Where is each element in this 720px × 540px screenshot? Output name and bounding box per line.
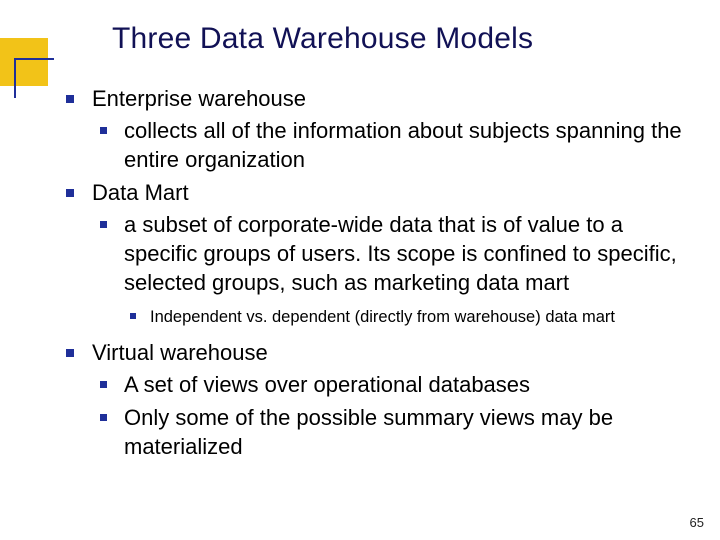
slide: Three Data Warehouse Models Enterprise w… xyxy=(0,0,720,540)
corner-blue-frame xyxy=(14,58,54,98)
bullet-icon xyxy=(100,381,107,388)
list-item: Only some of the possible summary views … xyxy=(92,403,690,462)
list-item: Independent vs. dependent (directly from… xyxy=(124,306,690,328)
bullet-list: Independent vs. dependent (directly from… xyxy=(124,306,690,328)
bullet-list: collects all of the information about su… xyxy=(92,116,690,175)
bullet-icon xyxy=(100,414,107,421)
bullet-icon xyxy=(66,189,74,197)
bullet-icon xyxy=(100,221,107,228)
list-item-text: a subset of corporate-wide data that is … xyxy=(124,212,677,296)
bullet-list: Enterprise warehouse collects all of the… xyxy=(60,84,690,461)
page-number: 65 xyxy=(690,515,704,530)
list-item-text: A set of views over operational database… xyxy=(124,372,530,397)
list-item: Enterprise warehouse collects all of the… xyxy=(60,84,690,174)
bullet-list: a subset of corporate-wide data that is … xyxy=(92,210,690,328)
corner-decoration xyxy=(0,38,52,90)
list-item-label: Enterprise warehouse xyxy=(92,86,306,111)
list-item: A set of views over operational database… xyxy=(92,370,690,399)
list-item-label: Virtual warehouse xyxy=(92,340,268,365)
slide-title: Three Data Warehouse Models xyxy=(112,22,690,56)
list-item: collects all of the information about su… xyxy=(92,116,690,175)
list-item: Virtual warehouse A set of views over op… xyxy=(60,338,690,461)
bullet-icon xyxy=(66,349,74,357)
list-item: a subset of corporate-wide data that is … xyxy=(92,210,690,328)
bullet-icon xyxy=(66,95,74,103)
bullet-icon xyxy=(100,127,107,134)
bullet-icon xyxy=(130,313,136,319)
bullet-list: A set of views over operational database… xyxy=(92,370,690,462)
list-item-text: collects all of the information about su… xyxy=(124,118,682,172)
list-item-text: Independent vs. dependent (directly from… xyxy=(150,308,615,326)
list-item-text: Only some of the possible summary views … xyxy=(124,405,613,459)
list-item-label: Data Mart xyxy=(92,180,189,205)
list-item: Data Mart a subset of corporate-wide dat… xyxy=(60,178,690,328)
